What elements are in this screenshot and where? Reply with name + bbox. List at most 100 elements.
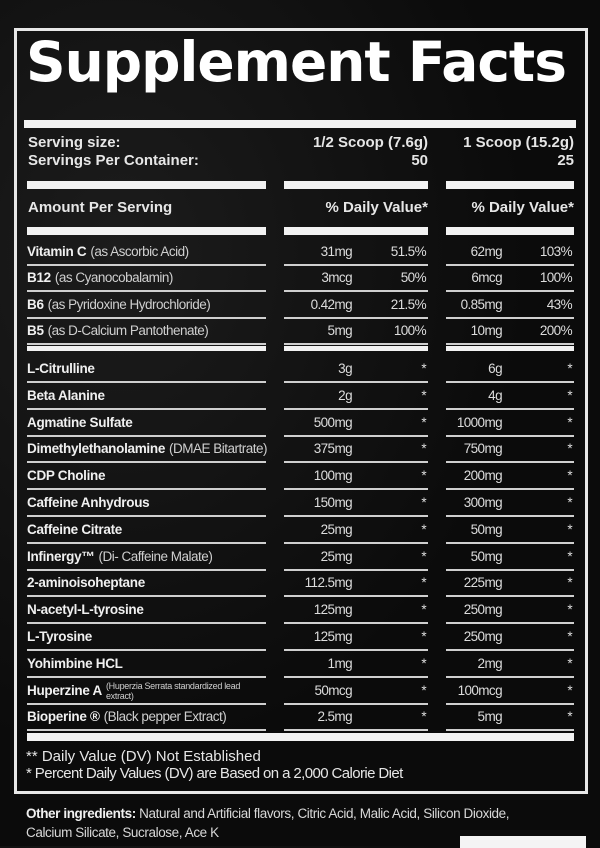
nutrient-name: L-Tyrosine: [27, 629, 93, 644]
col1-cell: 25mg *: [284, 545, 428, 571]
col1-cell: 31mg 51.5%: [284, 240, 428, 266]
nutrient-row: Yohimbine HCL 1mg * 2mg *: [27, 652, 574, 678]
thick-divider: [284, 227, 428, 235]
nutrient-row: CDP Choline 100mg * 200mg *: [27, 464, 574, 491]
col1-daily-value: *: [421, 548, 426, 564]
nutrient-row: Agmatine Sulfate 500mg * 1000mg *: [27, 411, 574, 437]
col2-serving-size: 1 Scoop (15.2g): [463, 134, 574, 151]
nutrient-name: Beta Alanine: [27, 387, 105, 403]
col1-amount: 112.5mg: [304, 575, 353, 591]
col1-daily-value: *: [421, 441, 426, 457]
thick-divider: [446, 227, 574, 235]
nutrient-name-cell: B12 (as Cyanocobalamin): [27, 266, 266, 293]
col2-cell: 0.85mg 43%: [446, 293, 574, 319]
nutrient-row: B12 (as Cyanocobalamin) 3mcg 50% 6mcg 10…: [27, 266, 574, 293]
nutrient-name: L-Citrulline: [27, 361, 95, 376]
nutrient-row: B5 (as D-Calcium Pantothenate) 5mg 100% …: [27, 319, 574, 345]
col1-amount: 1mg: [327, 655, 353, 671]
col2-amount: 5mg: [477, 709, 503, 725]
nutrient-name-cell: L-Citrulline: [27, 357, 266, 383]
col2-cell: 62mg 103%: [446, 240, 574, 266]
col2-daily-value: *: [567, 441, 572, 457]
col1-amount: 25mg: [320, 548, 353, 564]
col1-amount: 100mg: [313, 468, 353, 484]
col2-amount: 200mg: [463, 468, 503, 484]
title-divider: [24, 120, 576, 128]
col1-daily-value: *: [421, 521, 426, 537]
col2-amount: 6g: [488, 361, 502, 376]
col1-cell: 2.5mg *: [284, 705, 428, 732]
col1-cell: 1mg *: [284, 652, 428, 678]
col2-cell: 6g *: [446, 357, 574, 383]
col2-amount: 300mg: [463, 495, 503, 510]
nutrient-name-cell: N-acetyl-L-tyrosine: [27, 598, 266, 625]
col1-amount: 2g: [338, 387, 352, 403]
panel-title: Supplement Facts: [26, 30, 567, 94]
col1-cell: 150mg *: [284, 491, 428, 517]
col2-amount: 50mg: [470, 521, 503, 537]
col2-amount: 100mcg: [457, 682, 503, 698]
nutrient-name: N-acetyl-L-tyrosine: [27, 602, 144, 618]
nutrient-source: (Huperzia Serrata standardized lead extr…: [105, 680, 241, 701]
nutrient-name: Huperzine A: [27, 682, 102, 698]
col1-cell: 5mg 100%: [284, 319, 428, 345]
col1-cell: 3mcg 50%: [284, 266, 428, 293]
col2-daily-value: 103%: [539, 244, 573, 259]
nutrient-source: (Di- Caffeine Malate): [98, 548, 213, 564]
nutrient-name-cell: Infinergy™ (Di- Caffeine Malate): [27, 545, 266, 571]
nutrient-row: N-acetyl-L-tyrosine 125mg * 250mg *: [27, 598, 574, 625]
col1-amount: 125mg: [313, 629, 353, 644]
col1-amount: 2.5mg: [317, 709, 352, 725]
col1-amount: 150mg: [313, 495, 353, 510]
col1-daily-value: *: [421, 387, 426, 403]
col2-daily-value: *: [567, 682, 572, 698]
nutrient-row: Huperzine A (Huperzia Serrata standardiz…: [27, 679, 574, 705]
col1-daily-value: *: [421, 629, 426, 644]
thick-divider: [446, 181, 574, 189]
amount-per-serving-label: Amount Per Serving: [28, 199, 173, 216]
col2-daily-value: *: [567, 629, 572, 644]
col1-amount: 125mg: [313, 602, 353, 618]
col1-cell: 50mcg *: [284, 679, 428, 705]
col1-daily-value: 100%: [393, 322, 427, 338]
col1-amount: 3mcg: [321, 270, 352, 286]
col1-daily-value: 21.5%: [390, 296, 427, 312]
col1-daily-value-header: % Daily Value*: [325, 199, 428, 216]
supplement-facts-panel: [14, 28, 588, 794]
col1-daily-value: *: [421, 602, 426, 618]
col2-amount: 1000mg: [456, 414, 503, 430]
thick-divider: [27, 181, 266, 189]
col1-cell: 25mg *: [284, 518, 428, 544]
col1-daily-value: *: [421, 682, 426, 698]
col2-daily-value: 200%: [539, 322, 573, 338]
other-ingredients: Other ingredients: Natural and Artificia…: [26, 806, 510, 821]
nutrient-name: Caffeine Citrate: [27, 521, 122, 537]
nutrient-name: Caffeine Anhydrous: [27, 495, 150, 510]
nutrient-source: (as Ascorbic Acid): [90, 244, 189, 259]
nutrient-name-cell: Vitamin C (as Ascorbic Acid): [27, 240, 266, 266]
col1-cell: 375mg *: [284, 437, 428, 464]
col2-daily-value: *: [567, 468, 572, 484]
col2-cell: 300mg *: [446, 491, 574, 517]
col2-cell: 250mg *: [446, 625, 574, 651]
nutrient-source: (as Cyanocobalamin): [54, 270, 174, 286]
col2-cell: 225mg *: [446, 571, 574, 598]
col2-daily-value-header: % Daily Value*: [471, 199, 574, 216]
section-divider: [284, 346, 428, 351]
col1-daily-value: *: [421, 575, 426, 591]
nutrient-name: B6: [27, 296, 44, 312]
col2-daily-value: *: [567, 414, 572, 430]
nutrient-row: Caffeine Citrate 25mg * 50mg *: [27, 518, 574, 544]
nutrient-row: Infinergy™ (Di- Caffeine Malate) 25mg * …: [27, 545, 574, 571]
col2-cell: 250mg *: [446, 598, 574, 625]
col1-cell: 0.42mg 21.5%: [284, 293, 428, 319]
nutrient-name: Agmatine Sulfate: [27, 414, 133, 430]
nutrient-row: L-Tyrosine 125mg * 250mg *: [27, 625, 574, 651]
col1-daily-value: *: [421, 655, 426, 671]
col2-daily-value: 100%: [539, 270, 573, 286]
nutrient-name: 2-aminoisoheptane: [27, 575, 145, 591]
col1-amount: 25mg: [320, 521, 353, 537]
col2-amount: 10mg: [470, 322, 503, 338]
nutrient-name-cell: Yohimbine HCL: [27, 652, 266, 678]
other-ingredients-line1: Natural and Artificial flavors, Citric A…: [139, 806, 510, 821]
